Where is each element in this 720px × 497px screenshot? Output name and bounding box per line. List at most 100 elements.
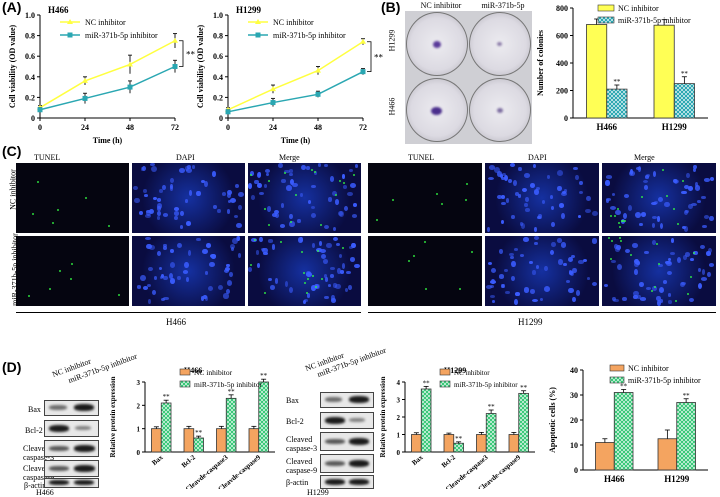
- colony-images: NC inhibitor miR-371b-5p inhibitor H1299…: [387, 0, 535, 145]
- legend-label: NC inhibitor: [273, 18, 314, 27]
- merge-image: [602, 236, 716, 306]
- x-tick-label: 48: [126, 123, 134, 132]
- dapi-image: [485, 163, 599, 233]
- bar: [258, 381, 269, 453]
- y-tick-label: 4: [397, 379, 401, 387]
- y-tick-label: 2: [137, 402, 141, 410]
- y-tick-label: 400: [556, 59, 568, 68]
- merge-image: [248, 163, 361, 233]
- bar: [586, 24, 608, 119]
- tunel-image: [16, 236, 129, 306]
- y-tick-label: 0: [574, 466, 578, 475]
- bar: [420, 388, 432, 453]
- sig-label: **: [195, 429, 203, 437]
- y-tick-label: 1: [397, 432, 401, 440]
- legend-label: miR-371b-5p inhibitor: [628, 376, 701, 385]
- legend-label: miR-371b-5p inhibitor: [85, 31, 158, 40]
- sig-label: **: [423, 379, 431, 387]
- y-tick-label: 600: [556, 32, 568, 41]
- blot-row-label: Bcl-2: [286, 417, 304, 426]
- blot-row-label: Cleaved caspase-3: [23, 444, 55, 462]
- merge-image: [602, 163, 716, 233]
- data-point: [127, 61, 133, 67]
- colony-dish: [406, 78, 468, 142]
- bar: [160, 402, 172, 453]
- legend-swatch: [609, 376, 625, 384]
- sig-bracket: [179, 40, 184, 67]
- y-tick-label: 0.2: [213, 93, 223, 102]
- y-tick-label: 200: [556, 87, 568, 96]
- blot-row-label: β-actin: [24, 481, 47, 490]
- y-tick-label: 1.0: [25, 11, 35, 20]
- y-tick-label: 1: [137, 426, 141, 434]
- blot-row-label: Cleaved caspase-9: [23, 464, 55, 482]
- y-tick-label: 20: [570, 416, 578, 425]
- blot-strip: [320, 392, 374, 408]
- chart-title: H1299: [444, 366, 466, 375]
- x-tick-label: H466: [604, 474, 625, 484]
- sig-bracket: [367, 41, 372, 73]
- bar: [476, 434, 487, 453]
- sig-label: **: [683, 392, 691, 400]
- blot-strip: [320, 475, 374, 489]
- blot-strip: [44, 460, 99, 477]
- blot-cell-label: H1299: [307, 488, 329, 497]
- chart-d-h466: 0 1 2 3 Relative protein expression H466 ** Bax…: [109, 366, 275, 489]
- bar: [673, 83, 695, 119]
- dapi-col-label: DAPI: [176, 153, 195, 162]
- legend-swatch: [179, 368, 191, 376]
- x-tick-label: 48: [314, 123, 322, 132]
- sig-label: **: [260, 372, 268, 380]
- bar: [613, 392, 634, 471]
- tunel-group-label-h466: H466: [166, 317, 186, 327]
- y-tick-label: 3: [397, 397, 401, 405]
- y-tick-label: 0.6: [213, 52, 223, 61]
- blot-row-label: Bax: [286, 396, 299, 405]
- dapi-image: [132, 236, 245, 306]
- y-axis-label: Number of colonies: [536, 30, 545, 96]
- chart-a-h466: 0 0.2 0.4 0.6 0.8 1.0 0 24 48 72 Time (h) Cell viab…: [8, 5, 196, 145]
- x-tick-label: H1299: [664, 474, 690, 484]
- data-point: [315, 67, 321, 73]
- data-point: [225, 109, 231, 115]
- bar: [443, 434, 455, 453]
- group-divider: [368, 312, 716, 313]
- sig-label: **: [455, 435, 463, 443]
- y-tick-label: 0.6: [25, 52, 35, 61]
- legend-marker: [67, 19, 73, 24]
- y-tick-label: 2: [397, 414, 401, 422]
- blot-strip: [320, 454, 374, 473]
- merge-image: [248, 236, 361, 306]
- data-point: [82, 95, 88, 101]
- x-tick-label: 72: [171, 123, 179, 132]
- chart-title: H466: [184, 366, 202, 375]
- dapi-image: [132, 163, 245, 233]
- bar: [595, 442, 615, 471]
- y-tick-label: 0.4: [213, 73, 223, 82]
- legend-swatch: [609, 364, 625, 372]
- bar: [151, 428, 162, 453]
- legend-label: miR-371b-5p inhibitor: [273, 31, 346, 40]
- data-point: [315, 91, 321, 97]
- tunel-col-label: TUNEL: [34, 153, 61, 162]
- colony-dish: [406, 12, 468, 76]
- tunel-group-label-h1299: H1299: [518, 317, 543, 327]
- data-point: [82, 77, 88, 83]
- x-tick-label: Bcl-2: [180, 453, 197, 469]
- blot-strip: [320, 432, 374, 451]
- chart-b-colonies: 0 200 400 600 800 Number of colonies ** H466 ** H…: [536, 4, 708, 132]
- dapi-col-label: DAPI: [528, 153, 547, 162]
- data-point: [37, 107, 43, 113]
- sig-label: **: [488, 403, 496, 411]
- y-tick-label: 10: [570, 441, 578, 450]
- series-line: [39, 65, 176, 111]
- blot-strips-h1299: [283, 360, 383, 489]
- sig-label: **: [374, 53, 384, 63]
- bar: [225, 397, 237, 453]
- panel-label-d: (D): [2, 359, 22, 375]
- chart-d-apoptotic: 0 10 20 30 40 Apoptotic cells (%) ** H466 ** H129…: [548, 364, 708, 484]
- y-tick-label: 0.4: [25, 73, 35, 82]
- bar: [183, 428, 195, 453]
- colony-row-label-h466: H466: [387, 97, 397, 116]
- bar: [193, 437, 204, 453]
